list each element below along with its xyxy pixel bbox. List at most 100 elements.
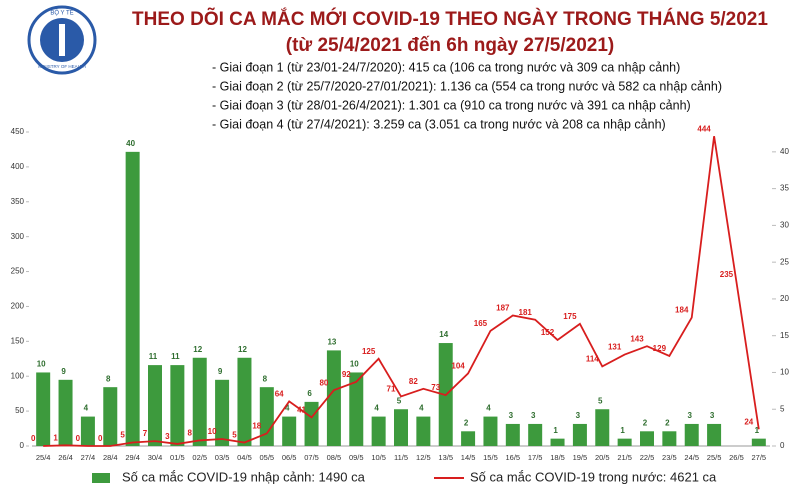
bar	[259, 387, 274, 446]
line-value-label: 187	[496, 304, 510, 313]
bar	[148, 365, 162, 446]
bar	[483, 416, 498, 446]
line-value-label: 7	[143, 429, 148, 438]
x-tick-label: 21/5	[617, 453, 632, 462]
bar-value-label: 3	[509, 411, 514, 420]
bar	[617, 438, 632, 446]
bar-value-label: 5	[598, 396, 603, 405]
bar-value-label: 4	[84, 404, 89, 413]
y2-tick-label: 5	[780, 404, 785, 413]
bar-value-label: 3	[710, 411, 715, 420]
logo-top: BỘ Y TẾ	[50, 10, 73, 17]
bar	[282, 416, 297, 446]
bar-value-label: 40	[126, 139, 135, 148]
logo: BỘ Y TẾ MINISTRY OF HEALTH	[27, 5, 97, 75]
bar-value-label: 9	[218, 367, 223, 376]
bar-value-label: 2	[643, 418, 648, 427]
x-tick-label: 27/5	[752, 453, 767, 462]
x-tick-label: 30/4	[148, 453, 163, 462]
x-tick-label: 12/5	[416, 453, 431, 462]
bar-value-label: 10	[350, 360, 359, 369]
x-tick-label: 04/5	[237, 453, 252, 462]
x-tick-label: 26/5	[729, 453, 744, 462]
note: - Giai đoạn 1 (từ 23/01-24/7/2020): 415 …	[212, 60, 680, 74]
line-value-label: 5	[120, 431, 125, 440]
line-value-label: 41	[297, 406, 306, 415]
x-tick-label: 07/5	[304, 453, 319, 462]
x-tick-label: 03/5	[215, 453, 230, 462]
y-tick-label: 400	[11, 162, 25, 171]
x-tick-label: 11/5	[394, 453, 408, 462]
bar-value-label: 4	[419, 404, 424, 413]
line-value-label: 175	[563, 312, 577, 321]
bar-value-label: 9	[61, 367, 66, 376]
bar	[103, 387, 118, 446]
bar	[125, 151, 140, 446]
y2-tick-label: 25	[780, 257, 789, 266]
y2-tick-label: 15	[780, 331, 789, 340]
legend-swatch	[92, 473, 110, 483]
line-value-label: 0	[76, 434, 81, 443]
x-tick-label: 22/5	[640, 453, 655, 462]
bar-value-label: 1	[553, 426, 558, 435]
bar	[684, 423, 699, 446]
y2-tick-label: 0	[780, 441, 785, 450]
line-value-label: 131	[608, 343, 622, 352]
line-value-label: 5	[232, 431, 237, 440]
bar	[170, 365, 185, 446]
bar	[326, 350, 341, 446]
y-tick-label: 250	[11, 267, 25, 276]
bar	[572, 423, 587, 446]
x-tick-label: 18/5	[550, 453, 565, 462]
x-tick-label: 19/5	[573, 453, 588, 462]
x-tick-label: 26/4	[58, 453, 73, 462]
bar	[550, 438, 565, 446]
line-value-label: 3	[165, 432, 170, 441]
bar-value-label: 11	[149, 352, 158, 361]
x-tick-label: 08/5	[327, 453, 342, 462]
bar-value-label: 10	[37, 360, 46, 369]
bar-value-label: 2	[665, 418, 670, 427]
line-value-label: 444	[697, 124, 711, 133]
bar	[528, 423, 543, 446]
x-tick-label: 23/5	[662, 453, 677, 462]
line-value-label: 8	[188, 429, 193, 438]
bar	[461, 431, 476, 446]
y-tick-label: 450	[11, 127, 25, 136]
bar	[751, 438, 766, 446]
bar-value-label: 1	[620, 426, 625, 435]
y2-tick-label: 40	[780, 147, 789, 156]
bar-value-label: 11	[171, 352, 180, 361]
legend-label: Số ca mắc COVID-19 nhập cảnh: 1490 ca	[122, 469, 366, 484]
note: - Giai đoạn 2 (từ 25/7/2020-27/01/2021):…	[212, 79, 722, 93]
line-value-label: 82	[409, 377, 418, 386]
y2-tick-label: 30	[780, 221, 789, 230]
bar-value-label: 6	[307, 389, 312, 398]
bar-value-label: 8	[106, 374, 111, 383]
y-tick-label: 350	[11, 197, 25, 206]
bar-value-label: 13	[327, 338, 336, 347]
line	[43, 136, 760, 447]
bar-value-label: 4	[285, 404, 290, 413]
bar	[416, 416, 431, 446]
chart-title: THEO DÕI CA MẮC MỚI COVID-19 THEO NGÀY T…	[132, 8, 768, 30]
bar-value-label: 12	[193, 345, 202, 354]
line-value-label: 10	[208, 427, 217, 436]
legend-label: Số ca mắc COVID-19 trong nước: 4621 ca	[470, 469, 717, 484]
bar	[215, 379, 230, 446]
bar	[394, 409, 408, 446]
bar	[640, 431, 654, 446]
y-tick-label: 0	[20, 441, 25, 450]
x-tick-label: 05/5	[260, 453, 275, 462]
y2-tick-label: 10	[780, 368, 789, 377]
x-tick-label: 09/5	[349, 453, 364, 462]
x-tick-label: 16/5	[506, 453, 521, 462]
bar-value-label: 8	[263, 374, 268, 383]
bar	[36, 372, 51, 446]
y-tick-label: 100	[11, 371, 25, 380]
note: - Giai đoạn 3 (từ 28/01-26/4/2021): 1.30…	[212, 98, 691, 112]
x-tick-label: 25/5	[707, 453, 722, 462]
x-tick-label: 24/5	[684, 453, 699, 462]
logo-staff	[59, 24, 65, 56]
